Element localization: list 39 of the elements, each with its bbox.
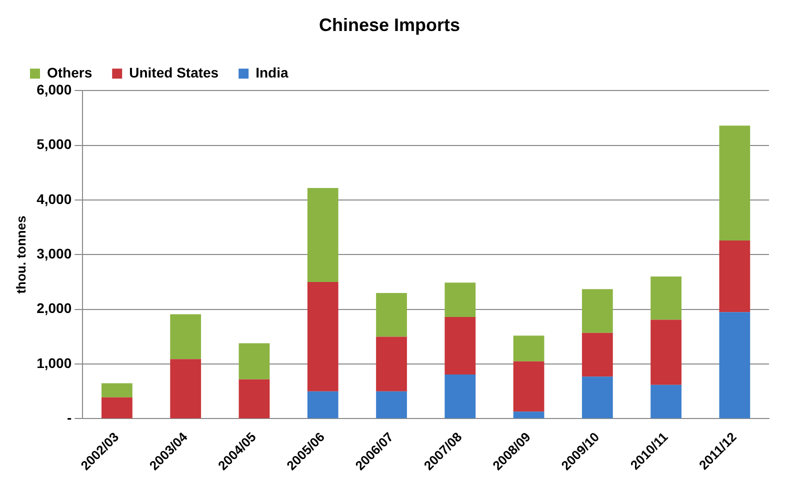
bar <box>582 376 613 418</box>
bar <box>444 282 476 318</box>
y-tick-label: 6,000 <box>36 81 72 98</box>
y-tick-label: 2,000 <box>36 300 72 316</box>
bar <box>582 289 613 333</box>
bar <box>650 276 682 320</box>
bar <box>376 391 407 418</box>
y-tick-label: 4,000 <box>36 190 72 207</box>
bar <box>582 332 613 377</box>
y-tick-label: 1,000 <box>36 354 72 371</box>
bar <box>513 412 544 418</box>
bar <box>719 312 750 418</box>
legend-label: Others <box>47 64 92 80</box>
y-axis-title: thou. tonnes <box>13 216 28 294</box>
bar <box>170 359 202 418</box>
bar <box>307 282 338 392</box>
bar <box>102 397 132 418</box>
bar <box>444 374 476 418</box>
y-tick-label: 5,000 <box>36 136 72 152</box>
bar <box>376 336 407 392</box>
y-tick-label: 3,000 <box>36 246 72 262</box>
bar <box>376 292 407 337</box>
bar <box>513 336 544 362</box>
bar <box>444 317 476 374</box>
y-tick-label: - <box>66 410 72 426</box>
chart-title: Chinese Imports <box>318 14 460 35</box>
bar <box>650 384 682 418</box>
bar <box>513 361 544 412</box>
bar <box>719 240 750 312</box>
bar <box>102 383 132 398</box>
bar <box>238 343 270 380</box>
bar <box>307 391 338 418</box>
bar <box>650 320 682 385</box>
bar <box>170 314 202 360</box>
bar <box>238 379 270 418</box>
legend-label: United States <box>129 64 219 80</box>
bar <box>307 188 338 282</box>
bar <box>719 126 750 240</box>
legend-label: India <box>256 64 288 80</box>
